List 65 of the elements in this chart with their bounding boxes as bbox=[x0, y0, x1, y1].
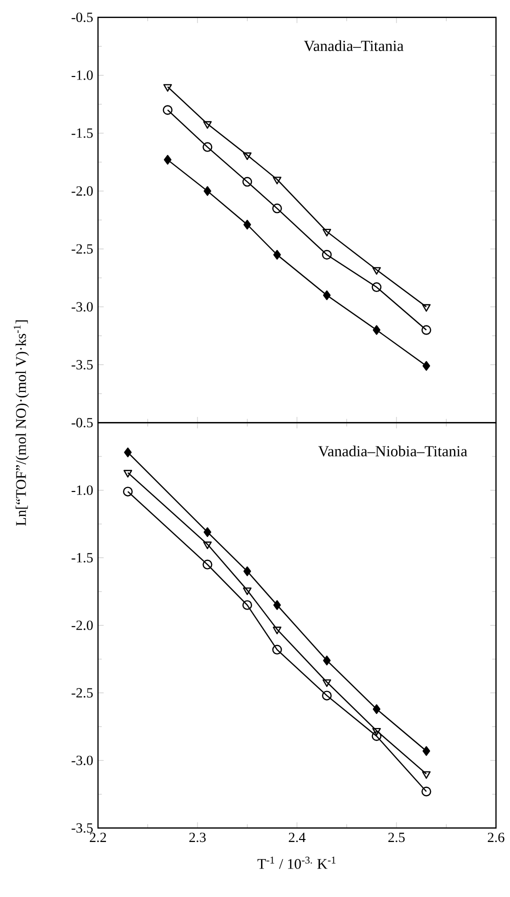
point bbox=[204, 527, 212, 537]
point bbox=[273, 250, 281, 260]
point bbox=[124, 470, 132, 478]
point bbox=[272, 176, 282, 184]
y-tick-label: -0.5 bbox=[72, 12, 93, 22]
point bbox=[372, 267, 381, 275]
point bbox=[272, 644, 282, 655]
x-tick-label: 2.4 bbox=[288, 832, 306, 842]
point bbox=[372, 728, 381, 736]
point bbox=[272, 626, 282, 634]
point bbox=[372, 282, 382, 292]
point bbox=[162, 105, 173, 115]
point bbox=[323, 290, 331, 300]
x-axis-title: T$^{-1}$ / 10$^{-3.}$ K$^{-1}$ bbox=[258, 856, 336, 869]
y-tick-label: -2.0 bbox=[72, 186, 93, 196]
point bbox=[422, 304, 431, 312]
point bbox=[422, 361, 430, 371]
x-tick-label: 2.6 bbox=[488, 832, 504, 842]
point bbox=[273, 600, 281, 610]
point bbox=[323, 656, 331, 666]
point bbox=[242, 152, 252, 160]
y-tick-label: -3.0 bbox=[72, 302, 93, 312]
point bbox=[421, 786, 432, 796]
point bbox=[322, 690, 332, 700]
point bbox=[124, 448, 132, 458]
x-tick-label: 2.5 bbox=[388, 832, 405, 842]
y-tick-label: -1.5 bbox=[72, 128, 93, 138]
y-tick-label: -1.5 bbox=[72, 553, 93, 562]
point bbox=[322, 228, 332, 236]
point bbox=[372, 731, 382, 741]
point bbox=[422, 746, 430, 756]
annotation: Vanadia–Niobia–Titania bbox=[318, 446, 468, 456]
point bbox=[242, 600, 252, 610]
x-tick-label: 2.2 bbox=[90, 832, 106, 842]
point bbox=[243, 220, 252, 230]
point bbox=[242, 176, 252, 187]
point bbox=[322, 679, 332, 687]
point bbox=[203, 121, 212, 129]
point bbox=[421, 325, 432, 335]
point bbox=[422, 771, 431, 779]
y-tick-label: -3.0 bbox=[72, 756, 93, 766]
point bbox=[164, 154, 172, 165]
x-tick-label: 2.3 bbox=[189, 832, 206, 842]
point bbox=[322, 250, 332, 260]
point bbox=[242, 587, 252, 596]
point bbox=[243, 566, 252, 576]
y-tick-label: -0.5 bbox=[72, 418, 93, 428]
point bbox=[122, 486, 133, 496]
y-tick-label: -2.5 bbox=[72, 244, 93, 254]
y-axis-title: Ln[“TOF”/(mol NO)·(mol V)·ks$^{-1}$] bbox=[14, 320, 29, 526]
point bbox=[202, 560, 212, 570]
y-tick-label: -2.0 bbox=[72, 620, 93, 630]
point bbox=[202, 142, 212, 152]
y-tick-label: -3.5 bbox=[72, 823, 93, 833]
point bbox=[272, 204, 282, 214]
annotation: Vanadia–Titania bbox=[304, 40, 404, 52]
point bbox=[372, 704, 380, 714]
point bbox=[163, 84, 172, 92]
y-tick-label: -1.0 bbox=[72, 70, 93, 80]
y-tick-label: -1.0 bbox=[72, 485, 93, 495]
point bbox=[372, 325, 380, 335]
y-tick-label: -3.5 bbox=[72, 360, 93, 370]
point bbox=[203, 542, 212, 550]
y-tick-label: -2.5 bbox=[72, 688, 93, 698]
point bbox=[204, 186, 212, 196]
